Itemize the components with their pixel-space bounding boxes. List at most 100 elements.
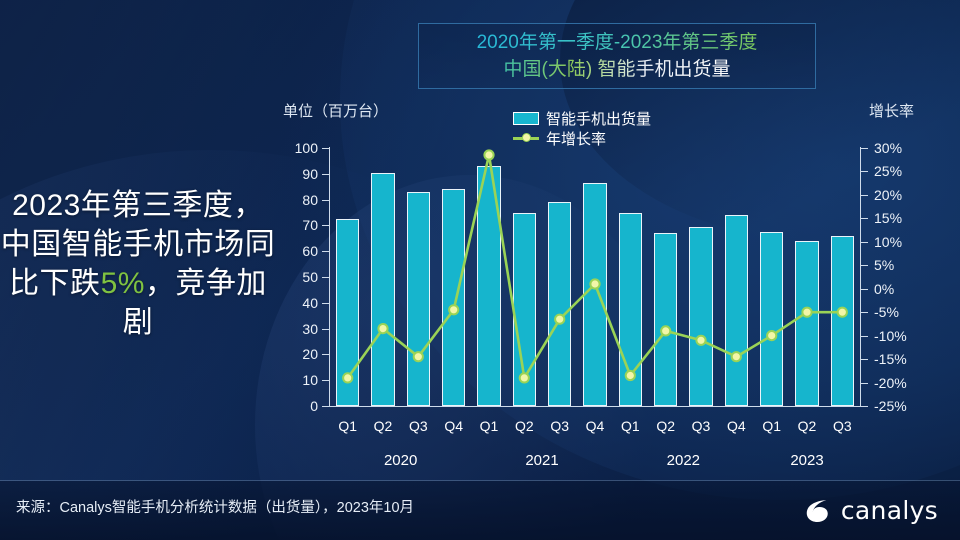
year-label: 2022 xyxy=(666,452,701,469)
right-axis-line xyxy=(860,147,861,407)
left-axis-tick-mark xyxy=(322,328,329,330)
growth-line-marker[interactable] xyxy=(554,313,566,325)
category-axis-line xyxy=(329,406,861,407)
right-axis-tick-mark xyxy=(861,241,868,243)
right-axis-tick-label: -15% xyxy=(874,351,907,368)
quarter-label: Q3 xyxy=(832,418,852,434)
bar[interactable] xyxy=(689,226,713,406)
left-axis-tick-mark xyxy=(322,302,329,304)
headline-line-1: 2023年第三季度，中国智能手机市 xyxy=(0,189,264,261)
right-axis-tick-mark xyxy=(861,382,868,384)
left-axis-tick-label: 80 xyxy=(302,191,318,208)
growth-line-marker[interactable] xyxy=(448,304,460,316)
left-axis-tick-label: 50 xyxy=(302,269,318,285)
legend-item-growth: 年增长率 xyxy=(513,128,651,148)
growth-line-marker[interactable] xyxy=(801,306,813,318)
bar[interactable] xyxy=(654,233,678,406)
bar[interactable] xyxy=(724,215,748,406)
headline-accent-value: 5% xyxy=(100,267,145,300)
chart-title-line-2: 中国(大陆) 智能手机出货量 xyxy=(504,56,731,83)
growth-line-marker[interactable] xyxy=(766,330,778,342)
quarter-label: Q2 xyxy=(514,418,534,434)
quarter-label: Q4 xyxy=(444,418,463,434)
growth-line-marker[interactable] xyxy=(660,325,672,337)
right-axis-tick-mark xyxy=(861,218,868,220)
legend-bar-swatch-icon xyxy=(513,111,539,125)
quarter-label: Q4 xyxy=(726,418,746,434)
growth-line-marker[interactable] xyxy=(342,372,354,384)
right-axis-tick-mark xyxy=(861,406,868,407)
right-axis-tick-label: 15% xyxy=(874,210,903,227)
quarter-label: Q4 xyxy=(585,418,605,434)
left-axis-tick-label: 40 xyxy=(302,294,318,311)
bar[interactable] xyxy=(442,189,466,406)
right-axis-tick-mark xyxy=(861,265,868,267)
legend-item-shipments: 智能手机出货量 xyxy=(513,108,651,128)
legend-label-shipments: 智能手机出货量 xyxy=(546,110,652,128)
bar[interactable] xyxy=(830,235,854,406)
source-note: 来源：Canalys智能手机分析统计数据（出货量），2023年10月 xyxy=(16,500,415,516)
growth-line-marker[interactable] xyxy=(518,372,530,384)
left-axis-tick-label: 100 xyxy=(294,140,318,156)
left-axis-tick-label: 60 xyxy=(302,243,318,260)
bar[interactable] xyxy=(795,240,819,406)
growth-line-marker[interactable] xyxy=(377,323,389,335)
left-axis-caption: 单位（百万台） xyxy=(283,103,389,120)
right-axis-tick-label: 25% xyxy=(874,163,903,180)
right-axis-tick-label: 5% xyxy=(874,257,895,274)
quarter-label: Q1 xyxy=(338,418,357,434)
quarter-label: Q3 xyxy=(408,418,428,434)
left-axis-tick-mark xyxy=(322,148,329,149)
right-axis-tick-label: -25% xyxy=(874,398,907,414)
right-axis-tick-mark xyxy=(861,194,868,196)
bar[interactable] xyxy=(548,202,572,406)
right-axis-tick-label: 0% xyxy=(874,280,895,297)
left-axis-tick-mark xyxy=(322,251,329,253)
headline-line-3: 竞争加剧 xyxy=(122,267,267,339)
left-axis-line xyxy=(329,147,330,407)
right-axis-caption: 增长率 xyxy=(869,103,915,120)
growth-line-marker[interactable] xyxy=(412,351,424,363)
growth-line-marker[interactable] xyxy=(836,306,848,318)
left-axis-tick-mark xyxy=(322,380,329,382)
left-axis-tick-label: 90 xyxy=(302,165,318,182)
growth-line-marker[interactable] xyxy=(624,369,636,382)
legend-line-marker-icon xyxy=(513,132,539,145)
footer-band xyxy=(0,481,960,540)
footer-divider xyxy=(0,480,960,481)
bar[interactable] xyxy=(371,172,395,406)
right-axis-tick-label: 20% xyxy=(874,186,903,203)
bar[interactable] xyxy=(477,166,501,406)
headline: 2023年第三季度，中国智能手机市场同比下跌5%，竞争加剧 xyxy=(0,186,276,342)
growth-line-series xyxy=(342,149,848,384)
year-label: 2021 xyxy=(525,452,559,469)
quarter-label: Q3 xyxy=(550,418,569,434)
growth-line-marker[interactable] xyxy=(483,149,495,161)
chart-legend: 智能手机出货量 年增长率 xyxy=(513,108,651,148)
right-axis-tick-label: 10% xyxy=(874,233,903,250)
bar[interactable] xyxy=(760,231,784,406)
right-axis-tick-mark xyxy=(861,335,868,337)
bar[interactable] xyxy=(336,218,360,406)
right-axis-tick-mark xyxy=(861,148,868,149)
left-axis-tick-mark xyxy=(322,406,329,407)
right-axis-tick-label: 30% xyxy=(874,140,903,156)
quarter-label: Q2 xyxy=(656,418,675,434)
quarter-label: Q2 xyxy=(797,418,817,434)
quarter-label: Q2 xyxy=(373,418,393,434)
growth-line-marker[interactable] xyxy=(589,278,601,290)
growth-line-marker[interactable] xyxy=(730,351,742,363)
plot-area xyxy=(330,148,860,406)
headline-line-2: 场同比下跌 xyxy=(9,228,276,300)
left-axis-tick-mark xyxy=(322,277,329,278)
growth-line-marker[interactable] xyxy=(695,334,707,346)
left-axis-tick-label: 20 xyxy=(302,346,318,363)
left-axis-tick-label: 70 xyxy=(302,217,318,234)
left-axis-tick-label: 10 xyxy=(302,372,318,389)
left-axis-tick-mark xyxy=(322,225,329,227)
left-axis-tick-mark xyxy=(322,199,329,201)
right-axis-tick-mark xyxy=(861,359,868,361)
quarter-label: Q1 xyxy=(479,418,499,434)
growth-line-path xyxy=(346,153,843,380)
